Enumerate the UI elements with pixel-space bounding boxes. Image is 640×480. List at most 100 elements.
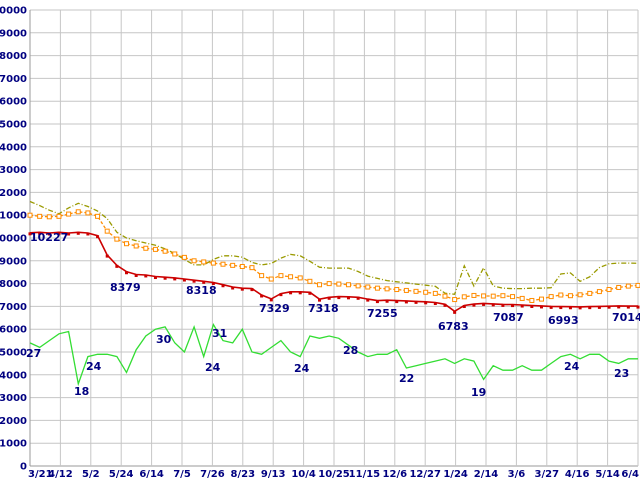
hollow-square-marker: [365, 284, 371, 290]
hollow-square-marker: [471, 292, 477, 298]
hollow-square-marker: [85, 210, 91, 216]
x-tick-label: 7/26: [200, 469, 225, 480]
data-label: 8379: [110, 281, 141, 294]
y-tick-label: 4000: [0, 370, 27, 381]
y-tick-label: 10000: [0, 234, 27, 245]
hollow-square-marker: [625, 283, 631, 289]
hollow-square-marker: [230, 262, 236, 268]
hollow-square-marker: [336, 281, 342, 287]
hollow-square-marker: [461, 294, 467, 300]
filled-square-marker: [472, 303, 476, 307]
hollow-square-marker: [403, 287, 409, 293]
y-tick-label: 14000: [0, 142, 27, 153]
data-label: 6993: [548, 314, 579, 327]
hollow-square-marker: [297, 275, 303, 281]
filled-square-marker: [404, 300, 408, 304]
filled-square-marker: [511, 304, 515, 308]
x-tick-label: 1/24: [443, 469, 468, 480]
filled-square-marker: [597, 305, 601, 309]
hollow-square-marker: [124, 241, 130, 247]
filled-square-marker: [414, 300, 418, 304]
hollow-square-marker: [239, 264, 245, 269]
data-label: 30: [156, 333, 172, 346]
x-tick-label: 3/6: [508, 469, 526, 480]
series-red-solid-line-markers: [28, 231, 640, 314]
hollow-square-marker: [510, 294, 516, 300]
hollow-square-marker: [394, 287, 400, 293]
hollow-square-marker: [288, 274, 294, 280]
hollow-square-marker: [191, 258, 197, 264]
hollow-square-marker: [345, 282, 351, 288]
filled-square-marker: [366, 298, 370, 302]
data-label: 6783: [438, 320, 469, 333]
filled-square-marker: [163, 276, 167, 280]
data-label: 27: [26, 347, 41, 360]
filled-square-marker: [346, 296, 350, 300]
filled-square-marker: [298, 291, 302, 295]
filled-square-marker: [337, 296, 341, 300]
data-label: 7318: [308, 302, 339, 315]
hollow-square-marker: [143, 245, 149, 251]
x-tick-label: 7/5: [173, 469, 191, 480]
filled-square-marker: [607, 305, 611, 309]
hollow-square-marker: [548, 294, 554, 300]
hollow-square-marker: [259, 273, 265, 279]
data-label: 31: [212, 327, 227, 340]
y-tick-label: 7000: [0, 302, 27, 313]
series-orange-dashed-line: [29, 211, 639, 302]
data-labels: 10227 8379 8318 7329 7318 7255 6783 7087 6993 701…: [26, 231, 640, 399]
x-tick-label: 8/23: [231, 469, 256, 480]
hollow-square-marker: [249, 265, 255, 271]
hollow-square-marker: [326, 281, 332, 287]
hollow-square-marker: [500, 293, 506, 299]
hollow-square-marker: [95, 213, 101, 219]
data-label: 7255: [367, 307, 398, 320]
filled-square-marker: [385, 299, 389, 303]
x-tick-label: 5/24: [109, 469, 134, 480]
y-tick-label: 1000: [0, 439, 27, 450]
y-tick-label: 20000: [0, 6, 27, 17]
filled-square-marker: [289, 291, 293, 295]
series-olive-dashdot-line: [29, 200, 639, 296]
filled-square-marker: [221, 284, 225, 288]
hollow-square-marker: [27, 212, 33, 218]
y-tick-label: 13000: [0, 165, 27, 176]
x-tick-label: 10/4: [291, 469, 316, 480]
x-tick-label: 5/2: [82, 469, 100, 480]
y-tick-label: 6000: [0, 325, 27, 336]
y-tick-label: 17000: [0, 74, 27, 85]
hollow-square-marker: [538, 296, 544, 302]
hollow-square-marker: [201, 259, 207, 265]
filled-square-marker: [47, 232, 51, 236]
filled-square-marker: [443, 303, 447, 307]
hollow-square-marker: [374, 285, 380, 291]
x-tick-label: 6/4: [621, 469, 639, 480]
hollow-square-marker: [432, 290, 438, 296]
x-tick-label: 12/27: [409, 469, 441, 480]
filled-square-marker: [375, 300, 379, 304]
hollow-square-marker: [75, 209, 81, 215]
filled-square-marker: [549, 305, 553, 309]
hollow-square-marker: [519, 295, 525, 301]
hollow-square-marker: [278, 273, 284, 279]
x-tick-label: 2/14: [474, 469, 499, 480]
y-axis-labels: 0 1000 2000 3000 4000 5000 6000 7000 8000 9000 100…: [0, 6, 27, 473]
y-tick-label: 5000: [0, 348, 27, 359]
data-label: 8318: [186, 284, 217, 297]
hollow-square-marker: [558, 292, 564, 298]
data-label: 18: [74, 385, 89, 398]
filled-square-marker: [356, 296, 360, 300]
filled-square-marker: [617, 305, 621, 309]
filled-square-marker: [250, 288, 254, 292]
data-label: 24: [294, 362, 310, 375]
filled-square-marker: [67, 232, 71, 236]
filled-square-marker: [568, 306, 572, 310]
hollow-square-marker: [423, 289, 429, 295]
filled-square-marker: [578, 306, 582, 310]
filled-square-marker: [279, 293, 283, 297]
data-label: 23: [614, 367, 629, 380]
filled-square-marker: [395, 300, 399, 304]
data-label: 19: [471, 386, 486, 399]
